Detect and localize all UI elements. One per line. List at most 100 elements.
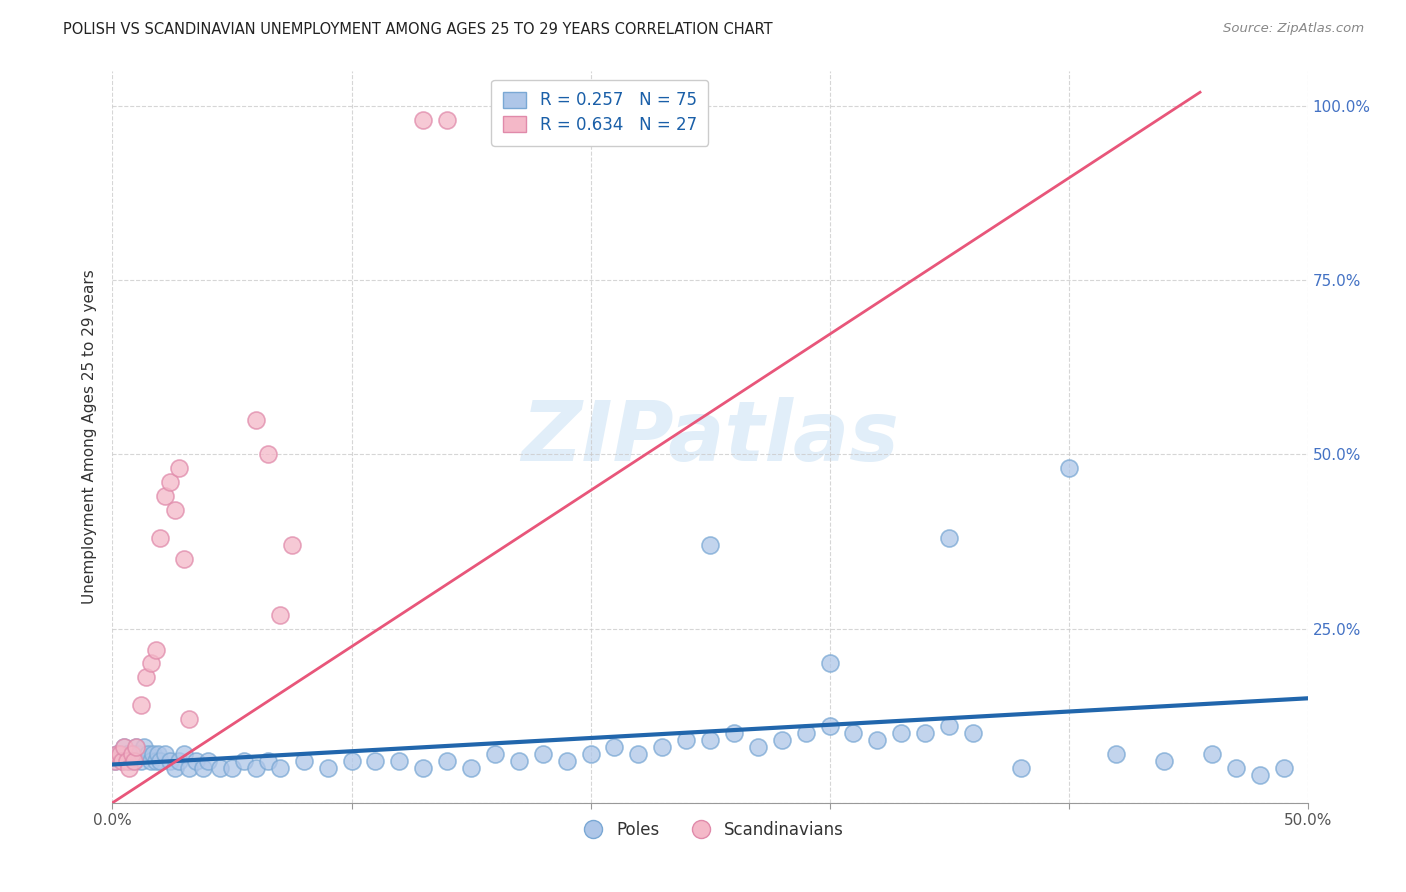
Point <box>114 740 135 755</box>
Point <box>146 747 169 761</box>
Point <box>938 719 960 733</box>
Point <box>125 740 148 755</box>
Point <box>818 657 841 671</box>
Point <box>139 754 162 768</box>
Point <box>269 761 291 775</box>
Point <box>603 740 626 755</box>
Point <box>699 538 721 552</box>
Point <box>125 747 148 761</box>
Point <box>233 754 256 768</box>
Point <box>153 489 176 503</box>
Point <box>747 740 769 755</box>
Point <box>209 761 232 775</box>
Legend: Poles, Scandinavians: Poles, Scandinavians <box>569 814 851 846</box>
Point <box>139 657 162 671</box>
Point <box>132 740 155 755</box>
Point <box>149 754 172 768</box>
Point <box>412 761 434 775</box>
Point <box>105 747 128 761</box>
Y-axis label: Unemployment Among Ages 25 to 29 years: Unemployment Among Ages 25 to 29 years <box>82 269 97 605</box>
Point <box>257 754 280 768</box>
Point <box>159 475 181 490</box>
Point <box>122 754 145 768</box>
Point <box>364 754 387 768</box>
Point <box>651 740 673 755</box>
Text: Source: ZipAtlas.com: Source: ZipAtlas.com <box>1223 22 1364 36</box>
Point <box>436 754 458 768</box>
Point <box>193 761 215 775</box>
Point <box>186 754 208 768</box>
Point <box>104 754 127 768</box>
Point <box>173 552 195 566</box>
Point <box>723 726 745 740</box>
Point <box>118 761 141 775</box>
Point <box>257 448 280 462</box>
Point <box>145 642 167 657</box>
Point <box>135 670 157 684</box>
Point <box>484 747 506 761</box>
Point <box>531 747 554 761</box>
Point <box>197 754 219 768</box>
Point <box>340 754 363 768</box>
Point <box>914 726 936 740</box>
Point <box>122 754 145 768</box>
Point <box>1249 768 1271 782</box>
Point <box>770 733 793 747</box>
Point <box>129 754 152 768</box>
Point <box>169 754 191 768</box>
Point <box>159 754 181 768</box>
Point <box>388 754 411 768</box>
Point <box>177 761 200 775</box>
Point <box>281 538 304 552</box>
Text: POLISH VS SCANDINAVIAN UNEMPLOYMENT AMONG AGES 25 TO 29 YEARS CORRELATION CHART: POLISH VS SCANDINAVIAN UNEMPLOYMENT AMON… <box>63 22 773 37</box>
Point <box>245 761 267 775</box>
Point <box>842 726 865 740</box>
Point <box>460 761 482 775</box>
Point <box>245 412 267 426</box>
Point <box>962 726 984 740</box>
Point <box>128 747 150 761</box>
Point <box>125 740 148 755</box>
Point <box>105 747 128 761</box>
Point <box>292 754 315 768</box>
Point <box>579 747 602 761</box>
Point <box>794 726 817 740</box>
Point <box>818 719 841 733</box>
Point <box>163 761 186 775</box>
Point <box>169 461 191 475</box>
Point <box>1225 761 1247 775</box>
Point <box>108 747 131 761</box>
Point <box>1057 461 1080 475</box>
Point <box>104 754 127 768</box>
Point <box>890 726 912 740</box>
Point <box>221 761 243 775</box>
Point <box>138 747 160 761</box>
Point <box>142 747 165 761</box>
Point <box>115 747 138 761</box>
Point <box>1201 747 1223 761</box>
Point <box>114 740 135 755</box>
Point <box>121 747 143 761</box>
Point <box>1105 747 1128 761</box>
Point <box>938 531 960 545</box>
Point <box>153 747 176 761</box>
Point <box>118 754 141 768</box>
Point <box>436 113 458 128</box>
Point <box>1272 761 1295 775</box>
Point <box>555 754 578 768</box>
Point <box>115 754 138 768</box>
Point <box>173 747 195 761</box>
Point <box>145 754 167 768</box>
Point <box>508 754 530 768</box>
Point <box>149 531 172 545</box>
Point <box>866 733 889 747</box>
Point <box>316 761 339 775</box>
Point <box>699 733 721 747</box>
Point <box>177 712 200 726</box>
Point <box>1153 754 1175 768</box>
Point <box>269 607 291 622</box>
Point <box>675 733 697 747</box>
Point <box>163 503 186 517</box>
Point <box>111 754 134 768</box>
Point <box>627 747 650 761</box>
